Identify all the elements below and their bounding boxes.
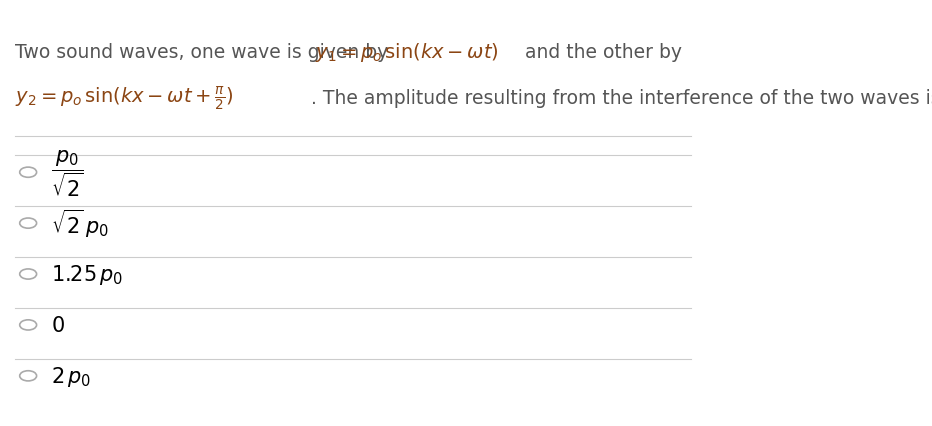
Text: $1.25\,p_0$: $1.25\,p_0$ [50, 262, 123, 286]
Text: $y_2 = p_o\,\sin(kx - \omega t + \frac{\pi}{2})$: $y_2 = p_o\,\sin(kx - \omega t + \frac{\… [16, 85, 235, 113]
Text: $\sqrt{2}\,p_0$: $\sqrt{2}\,p_0$ [50, 207, 109, 240]
Text: and the other by: and the other by [519, 43, 682, 62]
Text: Two sound waves, one wave is given by: Two sound waves, one wave is given by [16, 43, 395, 62]
Text: . The amplitude resulting from the interference of the two waves is: . The amplitude resulting from the inter… [311, 89, 932, 108]
Text: $\dfrac{p_0}{\sqrt{2}}$: $\dfrac{p_0}{\sqrt{2}}$ [50, 147, 84, 198]
Text: $2\,p_0$: $2\,p_0$ [50, 364, 91, 388]
Text: $y_1 = p_o\,\sin(kx - \omega t)$: $y_1 = p_o\,\sin(kx - \omega t)$ [315, 41, 499, 63]
Text: $0$: $0$ [50, 315, 64, 335]
